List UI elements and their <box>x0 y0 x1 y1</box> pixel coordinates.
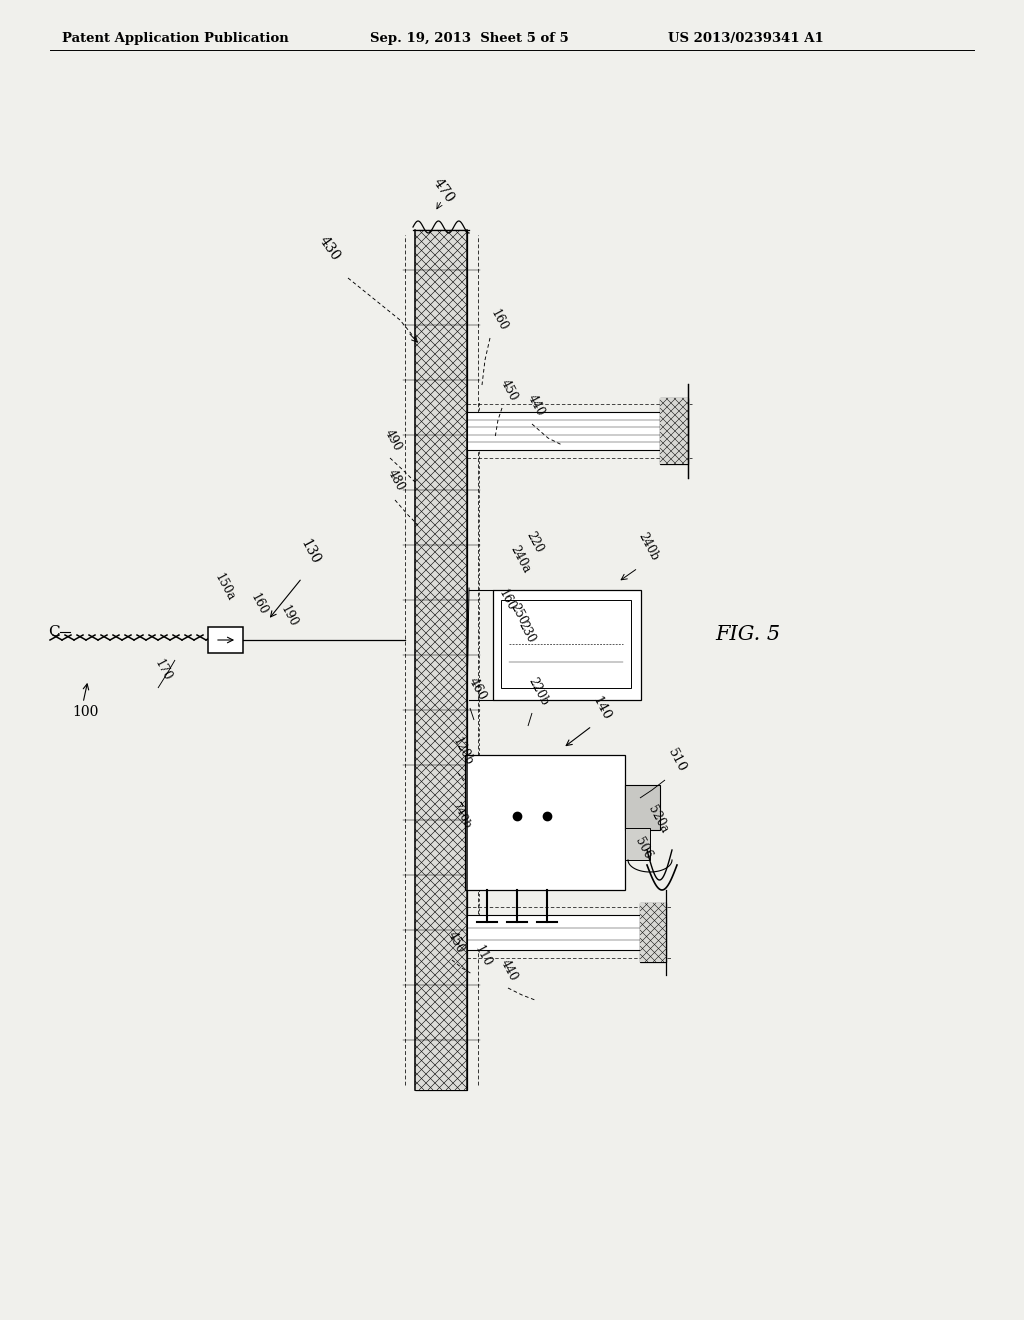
Text: 140: 140 <box>590 694 613 723</box>
Text: 160: 160 <box>496 587 518 612</box>
Text: 150a: 150a <box>212 572 238 603</box>
Text: 490: 490 <box>382 428 404 453</box>
Bar <box>415 230 467 1090</box>
Text: 160: 160 <box>248 591 270 616</box>
Bar <box>465 755 625 890</box>
Text: 460: 460 <box>466 676 488 704</box>
Text: 520a: 520a <box>645 803 671 836</box>
Text: C: C <box>48 624 59 639</box>
Bar <box>493 590 641 700</box>
Text: 220b: 220b <box>526 676 552 708</box>
Bar <box>208 627 243 653</box>
Bar <box>625 828 650 861</box>
Text: 230: 230 <box>516 619 538 645</box>
Bar <box>467 412 660 450</box>
Text: 170: 170 <box>152 657 174 682</box>
Text: 160: 160 <box>488 308 510 333</box>
Text: 450: 450 <box>498 378 520 403</box>
Bar <box>640 903 666 962</box>
Text: US 2013/0239341 A1: US 2013/0239341 A1 <box>668 32 823 45</box>
Text: 100: 100 <box>72 705 98 719</box>
Text: 190: 190 <box>278 603 300 630</box>
Text: 240a: 240a <box>508 543 534 576</box>
Text: 440: 440 <box>498 957 520 983</box>
Bar <box>467 915 640 950</box>
Bar <box>501 601 631 688</box>
Text: 470: 470 <box>430 176 457 205</box>
Text: 440: 440 <box>525 392 547 418</box>
Text: 480: 480 <box>385 467 407 492</box>
Bar <box>625 785 660 830</box>
Text: 240b: 240b <box>636 531 662 564</box>
Text: 110: 110 <box>472 944 494 969</box>
Text: 740b: 740b <box>450 800 472 830</box>
Text: FIG. 5: FIG. 5 <box>715 624 780 644</box>
Text: 450: 450 <box>445 929 467 954</box>
Text: 510: 510 <box>665 747 688 775</box>
Text: 250: 250 <box>508 601 530 627</box>
Text: 506: 506 <box>632 836 654 861</box>
Bar <box>660 399 688 465</box>
Text: Sep. 19, 2013  Sheet 5 of 5: Sep. 19, 2013 Sheet 5 of 5 <box>370 32 568 45</box>
Bar <box>415 230 467 1090</box>
Text: 120b: 120b <box>450 735 475 768</box>
Bar <box>660 399 688 465</box>
Text: Patent Application Publication: Patent Application Publication <box>62 32 289 45</box>
Text: 220: 220 <box>524 529 546 554</box>
Text: 430: 430 <box>316 234 343 263</box>
Bar <box>640 903 666 962</box>
Text: 130: 130 <box>298 537 323 568</box>
